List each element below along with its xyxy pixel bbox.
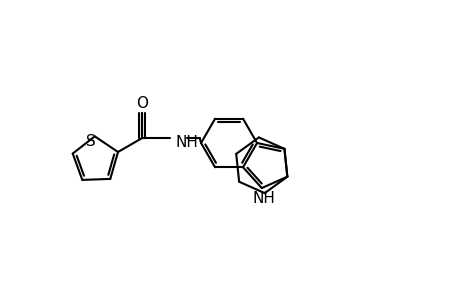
Text: NH: NH [175,134,198,149]
Text: NH: NH [252,190,274,206]
Text: S: S [86,134,95,149]
Text: O: O [136,96,148,111]
